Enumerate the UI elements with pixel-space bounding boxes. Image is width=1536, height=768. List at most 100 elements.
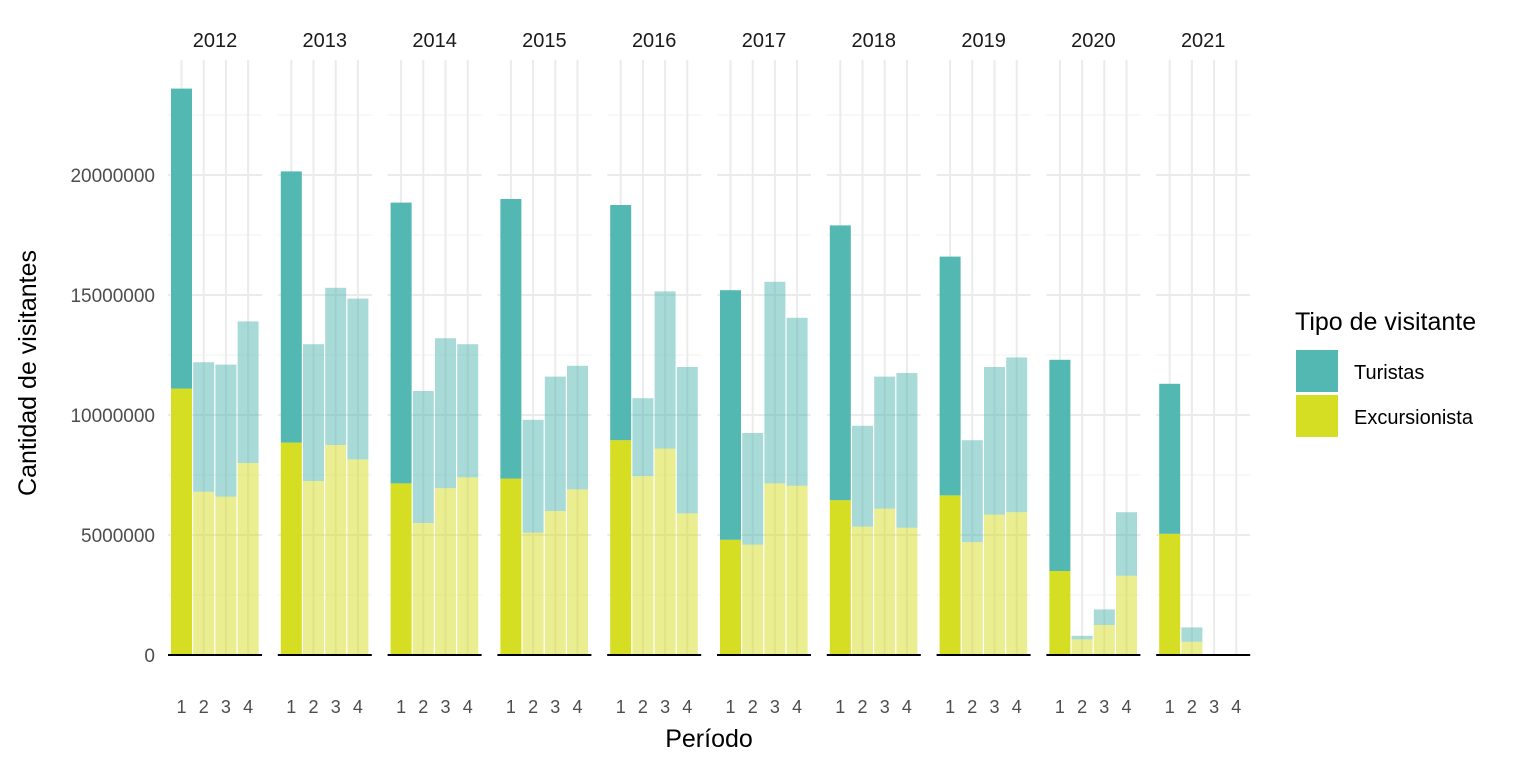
bar-turistas-2020-1 — [1049, 359, 1071, 571]
facet-panel-2015: 1 2 3 4 2015 — [497, 30, 592, 717]
bar-turistas-2013-1 — [280, 171, 302, 443]
bar-turistas-2018-2 — [852, 425, 873, 527]
bar-excursionistas-2013-4 — [347, 459, 369, 655]
x-tick-label: 3 — [331, 697, 341, 717]
x-tick-label: 2 — [528, 697, 538, 717]
bar-turistas-2016-2 — [632, 398, 654, 477]
facet-panel-2012: 1 2 3 4 2012 — [168, 30, 262, 717]
bar-excursionistas-2020-3 — [1093, 625, 1115, 655]
x-tick-label: 1 — [506, 697, 516, 717]
bar-turistas-2021-2 — [1181, 627, 1203, 642]
bar-turistas-2014-4 — [457, 344, 479, 478]
y-tick-label: 20000000 — [70, 166, 155, 187]
bar-turistas-2013-4 — [347, 298, 369, 460]
bar-turistas-2014-1 — [390, 202, 412, 484]
bar-excursionistas-2013-1 — [280, 442, 302, 655]
bar-excursionistas-2020-2 — [1071, 639, 1093, 655]
x-tick-label: 1 — [725, 697, 735, 717]
facet-panel-2017: 1 2 3 4 2017 — [717, 30, 811, 717]
x-tick-label: 1 — [286, 697, 296, 717]
bar-excursionistas-2020-1 — [1049, 571, 1071, 655]
legend-label-turistas: Turistas — [1354, 362, 1424, 384]
legend-key-turistas — [1296, 350, 1338, 392]
bar-excursionistas-2019-2 — [961, 542, 983, 655]
x-axis-title: Período — [665, 725, 753, 753]
bar-excursionistas-2018-3 — [874, 508, 896, 655]
bar-excursionistas-2012-2 — [193, 491, 215, 655]
legend-label-excursionistas: Excursionista — [1354, 407, 1474, 429]
bar-excursionistas-2021-1 — [1159, 533, 1181, 655]
bar-excursionistas-2021-2 — [1181, 641, 1203, 655]
x-tick-label: 4 — [1012, 697, 1022, 717]
bar-turistas-2020-2 — [1071, 635, 1093, 640]
x-tick-label: 2 — [857, 697, 867, 717]
bar-excursionistas-2018-2 — [852, 526, 873, 655]
x-tick-label: 3 — [660, 697, 670, 717]
legend: Tipo de visitante Turistas Excursionista — [1295, 308, 1476, 437]
x-tick-label: 1 — [835, 697, 845, 717]
x-tick-label: 4 — [1121, 697, 1131, 717]
bar-excursionistas-2019-1 — [939, 495, 961, 655]
bar-turistas-2013-2 — [303, 344, 324, 481]
bar-turistas-2017-4 — [786, 317, 808, 486]
facet-strip-label: 2018 — [852, 30, 897, 52]
facet-strip-label: 2015 — [522, 30, 567, 52]
facet-strip-label: 2014 — [412, 30, 457, 52]
bar-turistas-2015-4 — [567, 365, 588, 490]
y-tick-label: 10000000 — [70, 406, 155, 427]
x-tick-label: 1 — [176, 697, 186, 717]
x-tick-label: 3 — [770, 697, 780, 717]
x-tick-label: 2 — [638, 697, 648, 717]
bar-excursionistas-2016-2 — [632, 476, 654, 655]
bar-turistas-2015-1 — [500, 199, 522, 479]
bar-excursionistas-2017-3 — [764, 483, 786, 655]
bar-excursionistas-2015-1 — [500, 478, 522, 655]
x-tick-label: 4 — [243, 697, 253, 717]
bar-excursionistas-2018-1 — [829, 500, 851, 655]
bar-turistas-2020-4 — [1116, 512, 1137, 576]
bar-turistas-2019-2 — [961, 440, 983, 543]
bar-turistas-2015-2 — [522, 419, 544, 533]
bar-excursionistas-2014-4 — [457, 477, 479, 655]
x-tick-label: 4 — [463, 697, 473, 717]
x-tick-label: 2 — [1187, 697, 1197, 717]
bar-excursionistas-2014-1 — [390, 483, 412, 655]
x-tick-label: 2 — [967, 697, 977, 717]
bar-excursionistas-2014-3 — [435, 488, 456, 655]
x-tick-label: 1 — [945, 697, 955, 717]
legend-title: Tipo de visitante — [1295, 308, 1476, 336]
facet-strip-label: 2012 — [193, 30, 238, 52]
bar-turistas-2019-4 — [1006, 357, 1028, 513]
facet-strip-label: 2016 — [632, 30, 677, 52]
x-tick-label: 1 — [1165, 697, 1175, 717]
x-tick-label: 2 — [748, 697, 758, 717]
facet-panel-2016: 1 2 3 4 2016 — [607, 30, 702, 717]
bar-excursionistas-2017-2 — [742, 544, 764, 655]
x-tick-label: 1 — [396, 697, 406, 717]
bar-turistas-2014-3 — [435, 338, 456, 489]
bar-turistas-2018-3 — [874, 376, 896, 509]
bar-turistas-2012-4 — [237, 321, 259, 463]
x-tick-label: 3 — [1099, 697, 1109, 717]
x-tick-label: 3 — [440, 697, 450, 717]
x-tick-label: 2 — [418, 697, 428, 717]
x-tick-label: 2 — [199, 697, 209, 717]
bar-excursionistas-2012-1 — [171, 388, 192, 655]
x-tick-label: 4 — [572, 697, 582, 717]
bar-turistas-2020-3 — [1093, 609, 1115, 625]
y-axis-title: Cantidad de visitantes — [14, 250, 42, 496]
bar-excursionistas-2017-4 — [786, 485, 808, 655]
x-tick-label: 3 — [1209, 697, 1219, 717]
bar-turistas-2014-2 — [412, 391, 434, 523]
bar-excursionistas-2016-4 — [676, 513, 698, 655]
y-tick-label: 5000000 — [81, 526, 155, 547]
bar-turistas-2016-4 — [676, 367, 698, 514]
bar-turistas-2015-3 — [544, 376, 566, 511]
x-tick-label: 2 — [308, 697, 318, 717]
bar-excursionistas-2015-4 — [567, 489, 588, 655]
bar-turistas-2013-3 — [325, 287, 347, 445]
bar-excursionistas-2016-3 — [654, 448, 676, 655]
bar-excursionistas-2012-4 — [237, 463, 259, 655]
bar-excursionistas-2020-4 — [1116, 575, 1137, 655]
x-tick-label: 2 — [1077, 697, 1087, 717]
